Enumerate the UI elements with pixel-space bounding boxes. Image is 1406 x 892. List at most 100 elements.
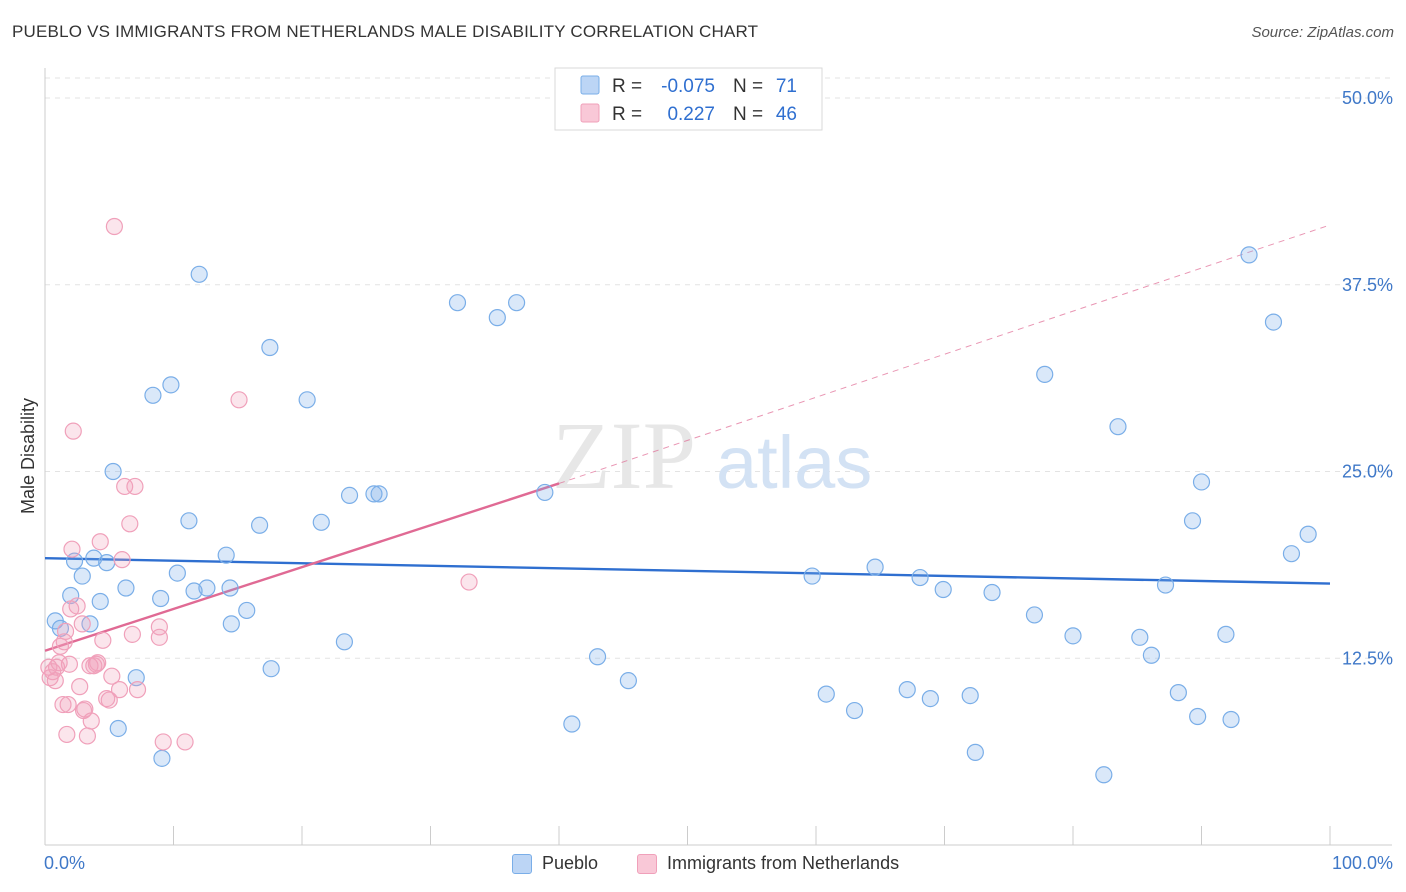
point-pueblo xyxy=(109,719,127,738)
point-pueblo xyxy=(448,294,467,312)
point-netherlands xyxy=(230,391,248,409)
point-pueblo xyxy=(312,513,330,531)
point-pueblo xyxy=(911,568,929,587)
point-pueblo xyxy=(104,462,122,481)
point-netherlands xyxy=(113,551,131,569)
point-pueblo xyxy=(866,558,884,576)
trend-lines xyxy=(44,224,1331,652)
point-netherlands xyxy=(154,733,172,751)
point-pueblo xyxy=(335,633,354,651)
point-pueblo xyxy=(98,554,116,572)
point-netherlands xyxy=(150,628,168,646)
point-netherlands xyxy=(73,615,91,633)
point-pueblo xyxy=(91,592,109,611)
point-netherlands xyxy=(59,695,77,714)
source-label: Source: ZipAtlas.com xyxy=(1251,24,1394,41)
point-pueblo xyxy=(1036,365,1054,383)
point-pueblo xyxy=(803,567,821,585)
point-pueblo xyxy=(221,579,239,597)
watermark-zip: ZIP xyxy=(552,402,696,509)
point-pueblo xyxy=(238,601,256,620)
point-netherlands xyxy=(100,691,118,709)
point-pueblo xyxy=(250,516,269,534)
point-netherlands xyxy=(123,625,141,643)
point-pueblo xyxy=(217,546,235,564)
point-pueblo xyxy=(1025,606,1044,624)
point-netherlands xyxy=(460,573,478,591)
point-netherlands xyxy=(60,655,79,673)
point-pueblo xyxy=(262,660,280,678)
trend-line-pueblo xyxy=(44,556,1331,585)
point-pueblo xyxy=(563,715,581,733)
point-netherlands xyxy=(105,217,123,236)
point-netherlands xyxy=(176,733,194,751)
point-pueblo xyxy=(162,376,180,394)
legend-item-pueblo[interactable]: Pueblo xyxy=(512,853,598,874)
stats-r-value-pueblo: -0.075 xyxy=(661,76,715,97)
point-pueblo xyxy=(488,309,506,327)
point-pueblo xyxy=(1222,710,1240,729)
point-pueblo xyxy=(1217,625,1235,643)
point-pueblo xyxy=(261,338,279,357)
point-pueblo xyxy=(185,582,203,600)
point-pueblo xyxy=(1264,313,1283,331)
point-pueblo xyxy=(619,672,637,690)
point-netherlands xyxy=(121,515,139,533)
watermark: ZIP atlas xyxy=(552,402,872,509)
point-pueblo xyxy=(1095,766,1113,784)
axes xyxy=(44,68,1392,846)
stats-r-value-netherlands: 0.227 xyxy=(667,104,715,125)
point-pueblo xyxy=(1240,246,1258,264)
point-netherlands xyxy=(110,681,129,699)
y-tick-label: 25.0% xyxy=(1342,462,1393,482)
point-pueblo xyxy=(222,615,240,633)
legend-item-netherlands[interactable]: Immigrants from Netherlands xyxy=(637,853,899,874)
point-pueblo xyxy=(536,483,554,502)
stats-n-value-pueblo: 71 xyxy=(776,76,797,97)
point-pueblo xyxy=(168,564,186,582)
point-netherlands xyxy=(94,631,112,649)
point-pueblo xyxy=(961,686,979,705)
point-pueblo xyxy=(898,681,916,699)
point-pueblo xyxy=(1299,525,1317,543)
stats-r-label-pueblo: R = xyxy=(612,76,642,97)
point-pueblo xyxy=(73,567,91,585)
point-netherlands xyxy=(63,540,81,558)
point-pueblo xyxy=(588,648,607,666)
stats-r-label-netherlands: R = xyxy=(612,104,642,125)
x-tick-label: 100.0% xyxy=(1332,853,1393,873)
point-netherlands xyxy=(89,654,107,672)
y-tick-label: 37.5% xyxy=(1342,275,1393,295)
point-pueblo xyxy=(1142,646,1160,664)
point-netherlands xyxy=(46,672,64,690)
point-pueblo xyxy=(507,294,526,312)
point-pueblo xyxy=(370,485,388,503)
point-pueblo xyxy=(921,689,939,708)
point-pueblo xyxy=(365,485,383,503)
point-pueblo xyxy=(180,512,198,530)
y-axis-label: Male Disability xyxy=(18,398,38,514)
data-points xyxy=(40,217,1317,784)
stats-n-value-netherlands: 46 xyxy=(776,104,797,125)
point-pueblo xyxy=(1109,418,1127,436)
point-pueblo xyxy=(1282,545,1301,563)
watermark-atlas: atlas xyxy=(716,421,872,504)
point-netherlands xyxy=(56,622,75,640)
point-pueblo xyxy=(117,579,135,597)
point-pueblo xyxy=(152,589,170,608)
legend-swatch-netherlands xyxy=(637,853,657,874)
point-pueblo xyxy=(153,749,171,767)
point-pueblo xyxy=(1064,627,1082,645)
point-netherlands xyxy=(58,725,76,744)
point-pueblo xyxy=(85,549,103,567)
stats-n-label-pueblo: N = xyxy=(733,76,763,97)
point-netherlands xyxy=(54,695,72,714)
trend-extension-netherlands xyxy=(558,224,1331,484)
point-pueblo xyxy=(966,743,984,761)
legend-label-pueblo: Pueblo xyxy=(542,853,599,873)
point-netherlands xyxy=(103,667,121,685)
legend-swatch-pueblo xyxy=(512,853,532,874)
stats-swatch-netherlands xyxy=(580,103,600,123)
point-pueblo xyxy=(1192,473,1211,491)
point-pueblo xyxy=(1169,684,1187,702)
